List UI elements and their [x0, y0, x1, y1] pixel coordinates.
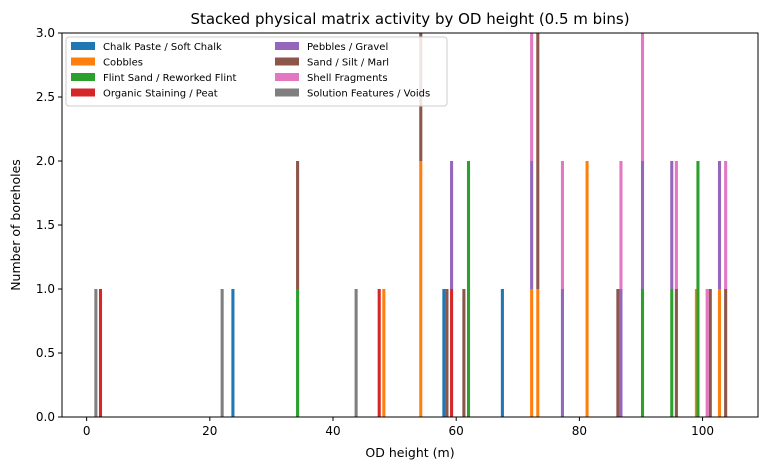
bar-series-5-bin-2 [445, 289, 449, 417]
legend-swatch-0 [71, 42, 95, 50]
x-tick-label-5: 100 [691, 424, 714, 438]
bar-series-6-bin-3 [640, 33, 645, 161]
legend-label-6: Shell Fragments [307, 73, 388, 84]
bar-series-1-bin-1 [419, 161, 423, 417]
bar-series-3-bin-0 [98, 289, 103, 417]
chart-title: Stacked physical matrix activity by OD h… [190, 10, 629, 28]
bar-series-4-bin-4 [640, 161, 645, 289]
y-tick-label-3: 1.5 [36, 218, 55, 232]
bar-series-5-bin-8 [724, 289, 728, 417]
bar-series-5-bin-6 [674, 289, 678, 417]
bar-series-5-bin-5 [616, 289, 620, 417]
bar-series-4-bin-1 [530, 161, 534, 289]
bar-series-5-bin-7 [708, 289, 712, 417]
x-axis-label: OD height (m) [365, 445, 454, 460]
bar-series-2-bin-1 [466, 161, 471, 417]
legend-label-4: Pebbles / Gravel [307, 42, 388, 53]
bar-series-2-bin-3 [670, 289, 674, 417]
bar-series-3-bin-2 [450, 289, 454, 417]
x-tick-label-2: 40 [325, 424, 340, 438]
legend-swatch-3 [71, 88, 95, 97]
bar-series-6-bin-1 [560, 161, 564, 289]
legend-swatch-7 [275, 88, 299, 97]
bar-series-7-bin-2 [354, 289, 358, 417]
bar-series-4-bin-5 [670, 161, 674, 289]
legend-frame [65, 36, 448, 107]
bar-series-6-bin-6 [724, 161, 728, 289]
bar-series-1-bin-4 [585, 161, 589, 417]
bar-series-1-bin-2 [530, 289, 534, 417]
bar-series-4-bin-2 [560, 289, 564, 417]
y-tick-label-6: 3.0 [36, 26, 55, 40]
bar-series-0-bin-1 [442, 289, 446, 417]
bar-series-4-bin-6 [717, 161, 722, 289]
y-tick-label-5: 2.5 [36, 90, 55, 104]
bar-series-0-bin-2 [500, 289, 504, 417]
bar-series-4-bin-0 [450, 161, 454, 289]
bar-series-7-bin-1 [220, 289, 224, 417]
legend-label-2: Flint Sand / Reworked Flint [103, 73, 236, 84]
legend-label-7: Solution Features / Voids [307, 89, 430, 100]
bar-series-6-bin-0 [530, 33, 534, 161]
y-axis-label: Number of boreholes [8, 159, 23, 291]
legend-label-1: Cobbles [103, 58, 143, 69]
legend-label-5: Sand / Silt / Marl [307, 58, 389, 69]
bar-series-6-bin-2 [619, 161, 623, 289]
legend-swatch-1 [71, 57, 95, 66]
x-axis-ticks: 0 20 40 60 80 100 [83, 417, 714, 438]
bar-series-3-bin-1 [377, 289, 381, 417]
x-tick-label-3: 60 [449, 424, 464, 438]
bar-series-5-bin-0 [296, 161, 300, 289]
bar-series-7-bin-0 [94, 289, 98, 417]
y-axis-ticks: 0.0 0.5 1.0 1.5 2.0 2.5 3.0 [36, 26, 62, 424]
x-tick-label-1: 20 [202, 424, 217, 438]
x-tick-label-4: 80 [572, 424, 587, 438]
x-tick-label-0: 0 [83, 424, 91, 438]
bar-series-1-bin-0 [382, 289, 386, 417]
bar-series-2-bin-0 [296, 289, 300, 417]
bar-series-5-bin-3 [462, 289, 466, 417]
legend: Chalk Paste / Soft Chalk Cobbles Flint San… [65, 36, 448, 107]
y-tick-label-1: 0.5 [36, 346, 55, 360]
bar-series-4-bin-3 [619, 289, 623, 417]
legend-label-3: Organic Staining / Peat [103, 89, 218, 100]
legend-swatch-4 [275, 42, 299, 50]
bar-series-2-bin-2 [640, 289, 645, 417]
y-tick-label-4: 2.0 [36, 154, 55, 168]
bar-series-5-bin-4 [536, 33, 540, 289]
bar-series-2-bin-4 [696, 161, 700, 417]
bar-series-6-bin-4 [674, 161, 678, 289]
y-tick-label-0: 0.0 [36, 410, 55, 424]
bar-series-1-bin-3 [536, 289, 540, 417]
y-tick-label-2: 1.0 [36, 282, 55, 296]
legend-swatch-6 [275, 73, 299, 81]
bar-series-1-bin-6 [717, 289, 722, 417]
bar-series-0-bin-0 [231, 289, 235, 417]
plot-bars [94, 33, 728, 417]
legend-swatch-2 [71, 73, 95, 81]
plot-frame [61, 32, 759, 418]
legend-label-0: Chalk Paste / Soft Chalk [103, 42, 222, 53]
legend-swatch-5 [275, 57, 299, 66]
bar-series-6-bin-5 [705, 289, 709, 417]
